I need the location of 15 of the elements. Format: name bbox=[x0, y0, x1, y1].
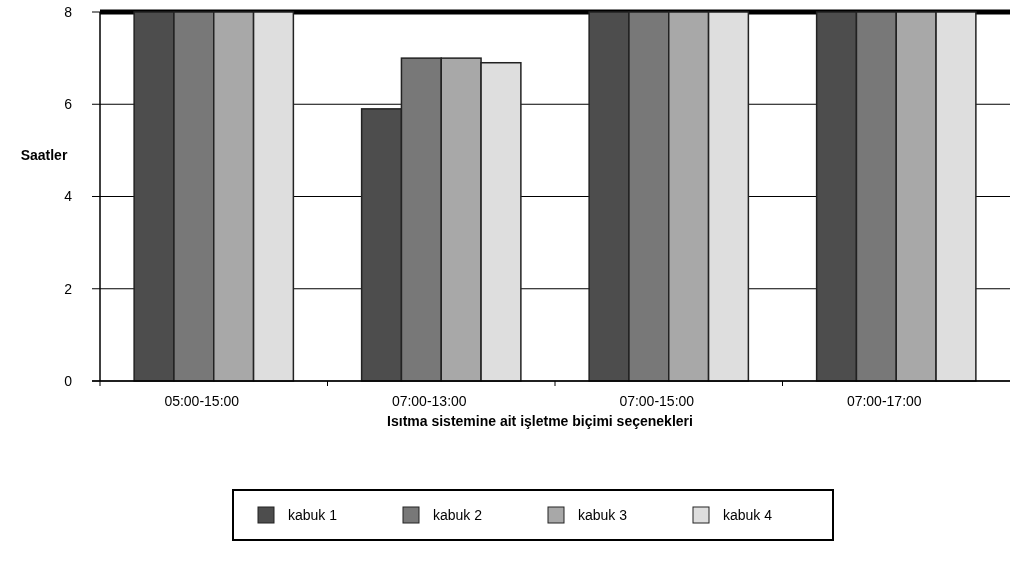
y-tick-label: 0 bbox=[64, 372, 73, 389]
x-tick-label: 07:00-15:00 bbox=[619, 393, 695, 409]
legend-label: kabuk 1 bbox=[288, 506, 338, 523]
x-axis-title: Isıtma sistemine ait işletme biçimi seçenekleri bbox=[387, 413, 693, 429]
y-tick-label: 4 bbox=[64, 188, 73, 205]
legend-label: kabuk 4 bbox=[723, 506, 773, 523]
y-tick-label: 6 bbox=[64, 96, 73, 113]
legend-label: kabuk 2 bbox=[433, 506, 483, 523]
y-tick-label: 2 bbox=[64, 280, 73, 297]
x-tick-label: 05:00-15:00 bbox=[164, 393, 240, 409]
y-axis-title: Saatler bbox=[20, 146, 68, 163]
x-tick-label: 07:00-17:00 bbox=[846, 393, 922, 409]
legend-label: kabuk 3 bbox=[578, 506, 628, 523]
y-tick-label: 8 bbox=[64, 3, 73, 20]
x-tick-label: 07:00-13:00 bbox=[391, 393, 467, 409]
